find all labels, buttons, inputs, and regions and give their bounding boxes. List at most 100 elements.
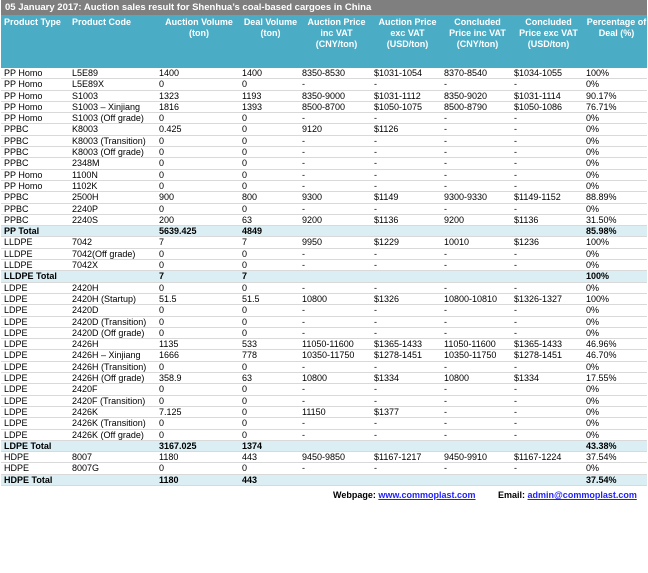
cell: 51.5 bbox=[159, 293, 177, 304]
table-row: LDPE 2420F 0 0 - - - - 0% bbox=[1, 384, 647, 396]
cell: 0% bbox=[586, 361, 600, 372]
cell: 1135 bbox=[159, 339, 179, 350]
cell: 100% bbox=[586, 237, 610, 248]
cell: 1193 bbox=[242, 90, 262, 101]
cell: $1050-1086 bbox=[514, 101, 563, 112]
cell: 1100N bbox=[72, 169, 98, 180]
cell: 0% bbox=[586, 395, 600, 406]
cell: - bbox=[514, 135, 517, 146]
cell bbox=[511, 475, 583, 485]
cell: 51.5 bbox=[242, 293, 260, 304]
cell: 0% bbox=[586, 260, 600, 271]
table-row: LDPE 2420D (Off grade) 0 0 - - - - 0% bbox=[1, 327, 647, 340]
cell bbox=[69, 226, 156, 236]
header-cell: Concluded Price exc VAT (USD/ton) bbox=[519, 17, 578, 49]
cell: 0 bbox=[242, 361, 248, 372]
cell: - bbox=[444, 463, 447, 474]
total-row: HDPE Total 1180 443 37.54% bbox=[1, 474, 647, 486]
cell: 2426K (Off grade) bbox=[72, 429, 144, 440]
cell: $1136 bbox=[514, 214, 539, 225]
cell: 0 bbox=[242, 418, 248, 429]
cell: 100% bbox=[586, 68, 610, 78]
cell: 0% bbox=[586, 203, 600, 214]
cell bbox=[69, 441, 156, 451]
cell: 9200 bbox=[444, 214, 465, 225]
cell: - bbox=[514, 361, 517, 372]
cell: - bbox=[302, 327, 305, 338]
cell: PP Homo bbox=[4, 101, 43, 112]
cell: $1149-1152 bbox=[514, 192, 561, 203]
cell: PPBC bbox=[4, 214, 29, 225]
cell: - bbox=[514, 203, 517, 214]
cell bbox=[371, 271, 441, 281]
cell: 8370-8540 bbox=[444, 68, 488, 78]
cell: 0 bbox=[159, 147, 165, 158]
cell: - bbox=[514, 147, 517, 158]
table-row: PPBC K8003 (Transition) 0 0 - - - - 0% bbox=[1, 135, 647, 148]
cell: LDPE bbox=[4, 406, 28, 417]
cell: 0 bbox=[242, 316, 248, 327]
cell: 0 bbox=[159, 463, 165, 474]
webpage: Webpage: www.commoplast.com bbox=[333, 486, 476, 504]
cell: $1334 bbox=[514, 373, 540, 384]
cell: 8500-8700 bbox=[302, 101, 346, 112]
cell: 0 bbox=[242, 169, 248, 180]
cell: 0% bbox=[586, 418, 600, 429]
cell: 9450-9910 bbox=[444, 452, 488, 463]
cell: - bbox=[444, 260, 447, 271]
cell: 0% bbox=[586, 113, 600, 124]
table-row: PPBC 2500H 900 800 9300 $1149 9300-9330 $1149-1… bbox=[1, 192, 647, 204]
cell: 0% bbox=[586, 135, 600, 146]
table-row: LDPE 2426H 1135 533 11050-11600 $1365-1433 110… bbox=[1, 339, 647, 351]
footer: Webpage: www.commoplast.com Email: admin… bbox=[1, 486, 647, 504]
table-row: PPBC 2240P 0 0 - - - - 0% bbox=[1, 204, 647, 215]
cell: 0 bbox=[159, 248, 165, 259]
cell: 0% bbox=[586, 429, 600, 440]
cell: - bbox=[302, 169, 305, 180]
cell: 2420D (Transition) bbox=[72, 316, 147, 327]
cell: - bbox=[444, 395, 447, 406]
cell: 0 bbox=[242, 282, 248, 293]
cell: - bbox=[514, 316, 517, 327]
cell: $1167-1217 bbox=[374, 452, 422, 463]
cell: - bbox=[374, 169, 377, 180]
cell: - bbox=[302, 79, 305, 90]
table-row: LLDPE 7042X 0 0 - - - - 0% bbox=[1, 260, 647, 272]
table-row: LDPE 2420H (Startup) 51.5 51.5 10800 $1326 108… bbox=[1, 293, 647, 306]
cell: - bbox=[514, 248, 517, 259]
cell: - bbox=[302, 147, 305, 158]
table-row: PPBC K8003 (Off grade) 0 0 - - - - 0% bbox=[1, 147, 647, 159]
cell: - bbox=[374, 147, 377, 158]
cell: 0 bbox=[159, 395, 165, 406]
webpage-link[interactable]: www.commoplast.com bbox=[378, 489, 476, 500]
cell: 0% bbox=[586, 147, 600, 158]
cell: K8003 (Off grade) bbox=[72, 147, 144, 158]
cell: 7 bbox=[159, 237, 165, 248]
table-row: LDPE 2420D 0 0 - - - - 0% bbox=[1, 305, 647, 317]
cell: LDPE bbox=[4, 384, 28, 395]
cell bbox=[511, 271, 583, 281]
cell: - bbox=[514, 260, 517, 271]
table-row: LDPE 2420H 0 0 - - - - 0% bbox=[1, 283, 647, 294]
cell: 11150 bbox=[302, 406, 326, 417]
cell: S1003 bbox=[72, 90, 99, 101]
cell: 10350-11750 bbox=[444, 350, 497, 361]
table-row: LDPE 2426H – Xinjiang 1666 778 10350-11750 $1… bbox=[1, 350, 647, 362]
cell: 11050-11600 bbox=[302, 339, 354, 350]
email-label: Email: bbox=[498, 489, 526, 500]
table-row: LDPE 2426H (Off grade) 358.9 63 10800 $1334 10… bbox=[1, 373, 647, 385]
cell: 43.38% bbox=[586, 440, 617, 451]
cell: PPBC bbox=[4, 203, 29, 214]
table-row: PPBC K8003 0.425 0 9120 $1126 - - 0% bbox=[1, 124, 647, 136]
email: Email: admin@commoplast.com bbox=[498, 486, 637, 504]
header-cell: Auction Volume (ton) bbox=[165, 17, 233, 38]
cell: - bbox=[514, 327, 517, 338]
table-row: LLDPE 7042 7 7 9950 $1229 10010 $1236 100% bbox=[1, 237, 647, 249]
cell: 0 bbox=[159, 79, 165, 90]
cell: - bbox=[374, 463, 377, 474]
cell: 3167.025 bbox=[159, 440, 197, 451]
cell: 9950 bbox=[302, 237, 323, 248]
cell: 0 bbox=[242, 79, 248, 90]
cell: 358.9 bbox=[159, 373, 182, 384]
email-link[interactable]: admin@commoplast.com bbox=[527, 489, 637, 500]
